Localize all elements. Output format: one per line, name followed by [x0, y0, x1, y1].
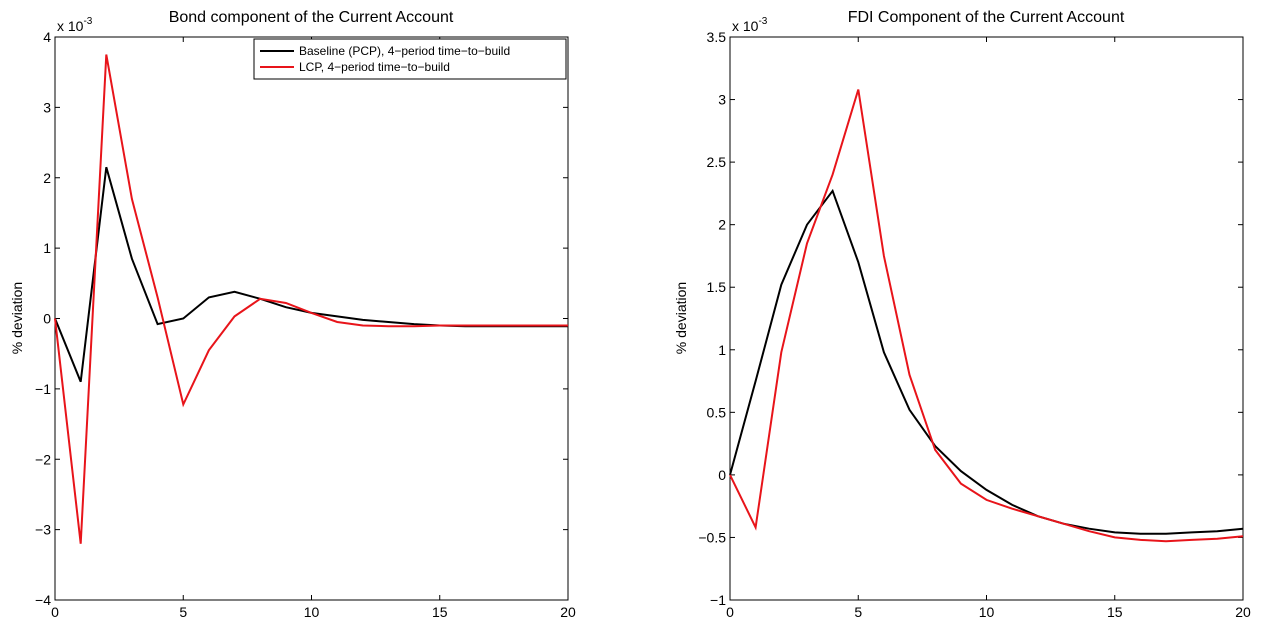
- legend-box: [253, 38, 567, 80]
- fdi-y-multiplier: x 10-3: [732, 16, 768, 34]
- bond-chart-title: Bond component of the Current Account: [169, 9, 454, 26]
- fdi-y-axis-label: % deviation: [673, 282, 689, 354]
- bond-y-ticks: −4 −3 −2 −1 0 1 2 3 4: [35, 29, 568, 608]
- bond-y-axis-label: % deviation: [9, 282, 25, 354]
- fdi-xtick-label: 10: [979, 604, 995, 620]
- bond-series-lcp-line: [54, 54, 568, 544]
- fdi-ytick-label: 0: [718, 467, 726, 483]
- fdi-ytick-label: 3.5: [707, 29, 727, 45]
- fdi-ytick-label: −0.5: [698, 529, 726, 545]
- bond-ytick-label: −2: [35, 451, 51, 467]
- bond-xtick-label: 10: [304, 604, 320, 620]
- bond-xtick-label: 15: [432, 604, 448, 620]
- fdi-ytick-label: 3: [718, 92, 726, 108]
- bond-ytick-label: 1: [43, 240, 51, 256]
- fdi-ytick-label: 2: [718, 217, 726, 233]
- fdi-series-layer: [729, 89, 1244, 543]
- bond-series-layer: [54, 54, 568, 544]
- fdi-xtick-label: 0: [726, 604, 734, 620]
- bond-xtick-label: 5: [179, 604, 187, 620]
- bond-ytick-label: −1: [35, 381, 51, 397]
- fdi-series-baseline-line: [729, 188, 1244, 535]
- fdi-xtick-label: 15: [1107, 604, 1123, 620]
- fdi-x-ticks: 0 5 10 15 20: [726, 37, 1251, 620]
- fdi-chart-title: FDI Component of the Current Account: [848, 9, 1125, 26]
- bond-plot-frame: [54, 36, 569, 601]
- bond-ytick-label: 0: [43, 311, 51, 327]
- fdi-ytick-label: −1: [710, 592, 726, 608]
- fdi-ytick-label: 0.5: [707, 404, 727, 420]
- bond-x-ticks: 0 5 10 15 20: [51, 37, 576, 620]
- bond-xtick-label: 0: [51, 604, 59, 620]
- bond-xtick-label: 20: [560, 604, 576, 620]
- bond-legend: Baseline (PCP), 4−period time−to−build L…: [253, 38, 567, 80]
- fdi-series-lcp-line: [729, 89, 1244, 543]
- bond-ytick-label: 4: [43, 29, 51, 45]
- bond-ytick-label: 3: [43, 99, 51, 115]
- fdi-chart-panel: −1 −0.5 0 0.5 1 1.5 2 2.5 3 3.5 0 5 10 15 20 FDI Comp…: [673, 9, 1251, 620]
- fdi-xtick-label: 20: [1235, 604, 1251, 620]
- fdi-ytick-label: 2.5: [707, 154, 727, 170]
- fdi-y-ticks: −1 −0.5 0 0.5 1 1.5 2 2.5 3 3.5: [698, 29, 1243, 608]
- fdi-ytick-label: 1: [718, 342, 726, 358]
- bond-chart-panel: −4 −3 −2 −1 0 1 2 3 4 0 5 10 15 20 Bond component of…: [9, 9, 576, 620]
- fdi-plot-frame: [729, 36, 1244, 601]
- fdi-xtick-label: 5: [854, 604, 862, 620]
- bond-ytick-label: −3: [35, 522, 51, 538]
- legend-label-baseline: Baseline (PCP), 4−period time−to−build: [299, 44, 510, 58]
- bond-ytick-label: −4: [35, 592, 51, 608]
- fdi-ytick-label: 1.5: [707, 279, 727, 295]
- bond-ytick-label: 2: [43, 170, 51, 186]
- legend-label-lcp: LCP, 4−period time−to−build: [299, 60, 450, 74]
- bond-y-multiplier: x 10-3: [57, 16, 93, 34]
